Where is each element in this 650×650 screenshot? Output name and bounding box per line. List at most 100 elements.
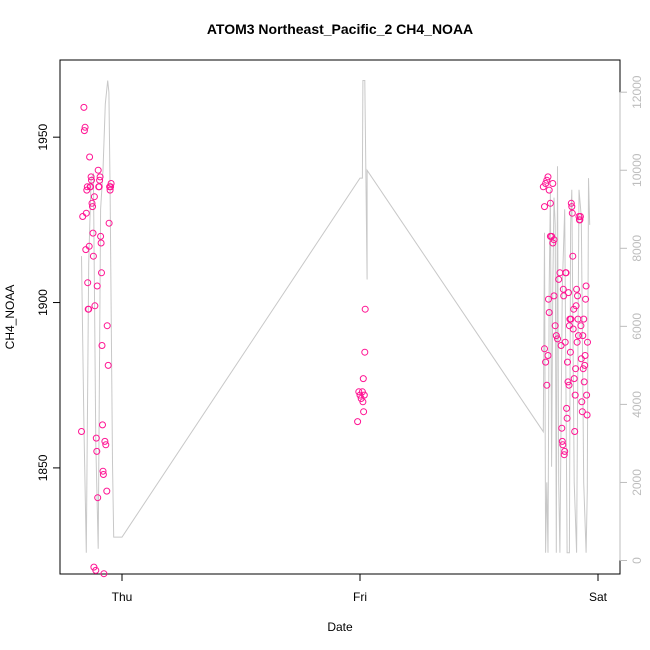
data-point	[98, 269, 105, 277]
data-point	[577, 355, 585, 363]
data-point	[573, 338, 581, 346]
data-point	[580, 378, 588, 386]
plot-layer	[78, 80, 591, 578]
data-point	[84, 279, 92, 287]
data-point	[92, 566, 100, 574]
data-point	[82, 246, 90, 254]
y2-tick-label: 10000	[630, 153, 644, 187]
data-point	[361, 348, 369, 356]
y2-tick-label: 0	[630, 557, 644, 564]
data-point	[94, 166, 102, 174]
data-point	[542, 180, 550, 187]
data-point	[568, 209, 576, 217]
data-point	[571, 391, 579, 399]
data-point	[578, 408, 586, 416]
data-point	[565, 381, 573, 389]
data-point	[543, 381, 551, 389]
data-point	[107, 180, 115, 187]
data-point	[563, 404, 571, 412]
data-point	[83, 183, 91, 191]
data-point	[97, 232, 105, 240]
data-point	[569, 325, 577, 333]
data-point	[543, 176, 551, 184]
data-point	[563, 414, 571, 422]
data-point	[100, 570, 108, 578]
series-line-altitude	[81, 80, 591, 554]
data-point	[359, 375, 367, 383]
data-point	[566, 348, 574, 356]
data-point	[354, 418, 362, 426]
data-point	[85, 242, 93, 250]
data-point	[560, 292, 568, 300]
data-point	[546, 232, 554, 240]
data-point	[89, 203, 96, 211]
data-point	[89, 229, 97, 237]
data-point	[99, 467, 107, 475]
data-point	[91, 302, 99, 310]
data-point	[88, 199, 96, 207]
data-point	[554, 335, 561, 343]
data-point	[544, 352, 552, 359]
data-point	[567, 315, 575, 323]
data-point	[94, 494, 102, 502]
data-point	[99, 421, 106, 429]
data-point	[550, 292, 558, 300]
data-point	[105, 219, 113, 227]
x-tick-label: Sat	[589, 590, 608, 604]
data-point	[561, 447, 569, 455]
y-tick-label: 1850	[36, 454, 50, 481]
data-point	[576, 213, 584, 220]
y-tick-label: 1950	[36, 124, 50, 151]
data-point	[583, 391, 591, 399]
data-point	[567, 199, 575, 207]
data-point	[89, 252, 97, 260]
data-point	[107, 183, 115, 191]
data-point	[584, 338, 591, 346]
data-point	[87, 183, 95, 191]
data-point	[571, 428, 579, 435]
y2-tick-label: 4000	[630, 391, 644, 418]
data-point	[557, 342, 565, 349]
data-point	[576, 216, 584, 224]
data-point	[555, 275, 563, 283]
x-tick-label: Thu	[112, 590, 133, 604]
y2-tick-label: 6000	[630, 313, 644, 340]
chart-title: ATOM3 Northeast_Pacific_2 CH4_NOAA	[207, 21, 473, 37]
data-point	[545, 186, 553, 194]
data-point	[577, 322, 585, 330]
data-point	[92, 434, 100, 442]
data-point	[572, 302, 580, 310]
data-point	[573, 285, 581, 293]
data-point	[93, 282, 101, 290]
data-point	[575, 332, 582, 340]
data-point	[564, 358, 571, 366]
data-point	[81, 123, 89, 131]
data-point	[78, 428, 85, 435]
data-point	[80, 103, 88, 111]
data-point	[355, 388, 363, 396]
data-point	[549, 180, 557, 187]
data-point	[570, 375, 578, 383]
data-point	[360, 408, 368, 416]
data-point	[87, 173, 95, 181]
data-point	[361, 305, 369, 313]
y-tick-label: 1900	[36, 289, 50, 316]
data-point	[541, 203, 548, 211]
data-point	[558, 437, 566, 445]
data-point	[542, 358, 550, 366]
data-point	[545, 309, 553, 316]
data-point	[561, 338, 569, 346]
data-point	[559, 441, 567, 449]
data-point	[79, 213, 87, 220]
data-point	[572, 365, 580, 373]
data-point	[97, 239, 105, 247]
data-point	[99, 471, 107, 478]
data-point	[562, 269, 570, 277]
data-point	[552, 332, 560, 340]
data-point	[104, 361, 112, 369]
x-tick-label: Fri	[353, 590, 367, 604]
data-point	[96, 173, 104, 181]
data-point	[360, 391, 368, 399]
data-point	[569, 252, 577, 260]
